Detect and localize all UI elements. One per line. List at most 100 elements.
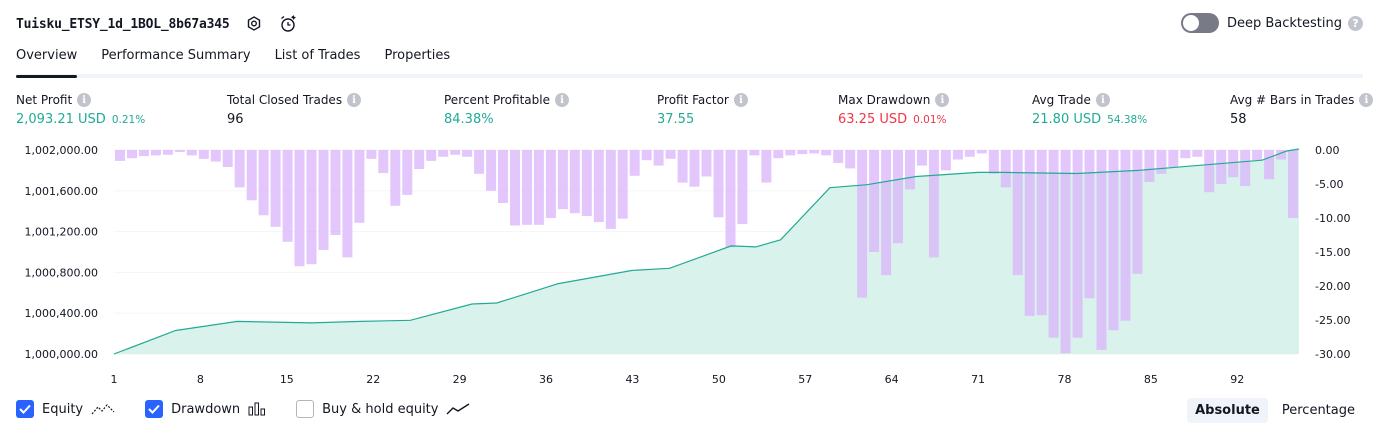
drawdown-bar[interactable] xyxy=(917,150,927,166)
drawdown-bar[interactable] xyxy=(150,150,161,156)
drawdown-bar[interactable] xyxy=(474,150,485,174)
drawdown-bar[interactable] xyxy=(210,150,221,162)
drawdown-bar[interactable] xyxy=(940,150,951,171)
drawdown-bar[interactable] xyxy=(869,150,880,252)
help-icon[interactable]: ? xyxy=(1348,15,1363,31)
drawdown-bar[interactable] xyxy=(1012,150,1023,276)
drawdown-bar[interactable] xyxy=(450,150,461,155)
deep-backtesting-toggle[interactable] xyxy=(1180,13,1219,33)
drawdown-bar[interactable] xyxy=(378,150,389,174)
info-icon[interactable]: i xyxy=(77,93,92,107)
legend-buy-hold[interactable]: Buy & hold equity xyxy=(296,400,470,418)
drawdown-bar[interactable] xyxy=(1120,150,1131,321)
drawdown-bar[interactable] xyxy=(1180,150,1191,159)
drawdown-bar[interactable] xyxy=(1156,150,1167,174)
drawdown-bar[interactable] xyxy=(1252,150,1263,161)
buy-hold-checkbox[interactable] xyxy=(296,400,315,418)
drawdown-bar[interactable] xyxy=(809,150,820,154)
tab-properties[interactable]: Properties xyxy=(384,48,451,63)
info-icon[interactable]: i xyxy=(347,93,362,107)
add-alert-icon[interactable] xyxy=(278,14,298,34)
drawdown-bar[interactable] xyxy=(976,150,987,154)
info-icon[interactable]: i xyxy=(1359,93,1374,107)
percentage-button[interactable]: Percentage xyxy=(1281,403,1355,418)
info-icon[interactable]: i xyxy=(935,93,950,107)
drawdown-bar[interactable] xyxy=(1048,150,1059,338)
drawdown-bar[interactable] xyxy=(162,150,173,155)
drawdown-bar[interactable] xyxy=(1084,150,1095,299)
drawdown-bar[interactable] xyxy=(282,150,293,242)
drawdown-bar[interactable] xyxy=(569,150,580,214)
drawdown-bar[interactable] xyxy=(893,150,903,244)
drawdown-bar[interactable] xyxy=(737,150,748,225)
drawdown-bar[interactable] xyxy=(234,150,245,188)
drawdown-bar[interactable] xyxy=(354,150,365,223)
drawdown-bar[interactable] xyxy=(1228,150,1239,178)
drawdown-bar[interactable] xyxy=(761,150,772,183)
drawdown-bar[interactable] xyxy=(174,150,185,152)
drawdown-bar[interactable] xyxy=(390,150,401,206)
drawdown-bar[interactable] xyxy=(1144,150,1155,182)
drawdown-bar[interactable] xyxy=(593,150,604,223)
drawdown-bar[interactable] xyxy=(785,150,796,156)
drawdown-bar[interactable] xyxy=(306,150,317,265)
settings-icon[interactable] xyxy=(244,14,264,34)
info-icon[interactable]: i xyxy=(1095,93,1110,107)
drawdown-bar[interactable] xyxy=(426,150,437,161)
tab-overview[interactable]: Overview xyxy=(16,42,78,78)
drawdown-bar[interactable] xyxy=(318,150,329,250)
drawdown-bar[interactable] xyxy=(198,150,209,159)
drawdown-bar[interactable] xyxy=(689,150,700,187)
drawdown-bar[interactable] xyxy=(857,150,868,298)
drawdown-bar[interactable] xyxy=(665,150,676,159)
drawdown-bar[interactable] xyxy=(701,150,712,177)
drawdown-bar[interactable] xyxy=(330,150,341,235)
drawdown-bar[interactable] xyxy=(438,150,449,157)
drawdown-bar[interactable] xyxy=(115,150,125,161)
drawdown-bar[interactable] xyxy=(821,150,832,156)
drawdown-bar[interactable] xyxy=(258,150,269,216)
drawdown-bar[interactable] xyxy=(653,150,664,166)
drawdown-bar[interactable] xyxy=(186,150,197,156)
drawdown-bar[interactable] xyxy=(749,150,760,156)
drawdown-bar[interactable] xyxy=(1288,150,1298,218)
drawdown-bar[interactable] xyxy=(988,150,999,174)
info-icon[interactable]: i xyxy=(554,93,569,107)
drawdown-bar[interactable] xyxy=(1036,150,1047,316)
drawdown-bar[interactable] xyxy=(1264,150,1275,180)
drawdown-bar[interactable] xyxy=(928,150,939,258)
drawdown-bar[interactable] xyxy=(270,150,281,227)
drawdown-bar[interactable] xyxy=(1216,150,1227,184)
drawdown-bar[interactable] xyxy=(617,150,628,219)
drawdown-bar[interactable] xyxy=(366,150,377,159)
drawdown-bar[interactable] xyxy=(713,150,724,218)
drawdown-bar[interactable] xyxy=(342,150,353,258)
drawdown-bar[interactable] xyxy=(533,150,544,225)
drawdown-bar[interactable] xyxy=(1168,150,1179,167)
drawdown-bar[interactable] xyxy=(510,150,520,226)
drawdown-bar[interactable] xyxy=(545,150,556,218)
drawdown-bar[interactable] xyxy=(402,150,413,195)
drawdown-bar[interactable] xyxy=(725,150,736,248)
drawdown-bar[interactable] xyxy=(1276,150,1287,160)
drawdown-bar[interactable] xyxy=(462,150,473,157)
drawdown-bar[interactable] xyxy=(1204,150,1215,193)
drawdown-bar[interactable] xyxy=(773,150,784,159)
drawdown-bar[interactable] xyxy=(486,150,497,191)
drawdown-bar[interactable] xyxy=(797,150,808,155)
legend-drawdown[interactable]: Drawdown xyxy=(145,400,266,418)
drawdown-bar[interactable] xyxy=(677,150,688,183)
drawdown-bar[interactable] xyxy=(1192,150,1203,157)
drawdown-bar[interactable] xyxy=(1060,150,1071,354)
absolute-button[interactable]: Absolute xyxy=(1187,398,1268,423)
info-icon[interactable]: i xyxy=(733,93,748,107)
drawdown-bar[interactable] xyxy=(294,150,305,267)
drawdown-bar[interactable] xyxy=(605,150,616,229)
drawdown-bar[interactable] xyxy=(952,150,963,160)
drawdown-bar[interactable] xyxy=(1024,150,1035,316)
tab-performance-summary[interactable]: Performance Summary xyxy=(101,48,251,63)
equity-drawdown-chart[interactable]: 1,002,000.00 1,001,600.00 1,001,200.00 1,00… xyxy=(0,140,1379,390)
drawdown-checkbox[interactable] xyxy=(145,400,164,418)
drawdown-bar[interactable] xyxy=(246,150,257,201)
drawdown-bar[interactable] xyxy=(833,150,844,163)
